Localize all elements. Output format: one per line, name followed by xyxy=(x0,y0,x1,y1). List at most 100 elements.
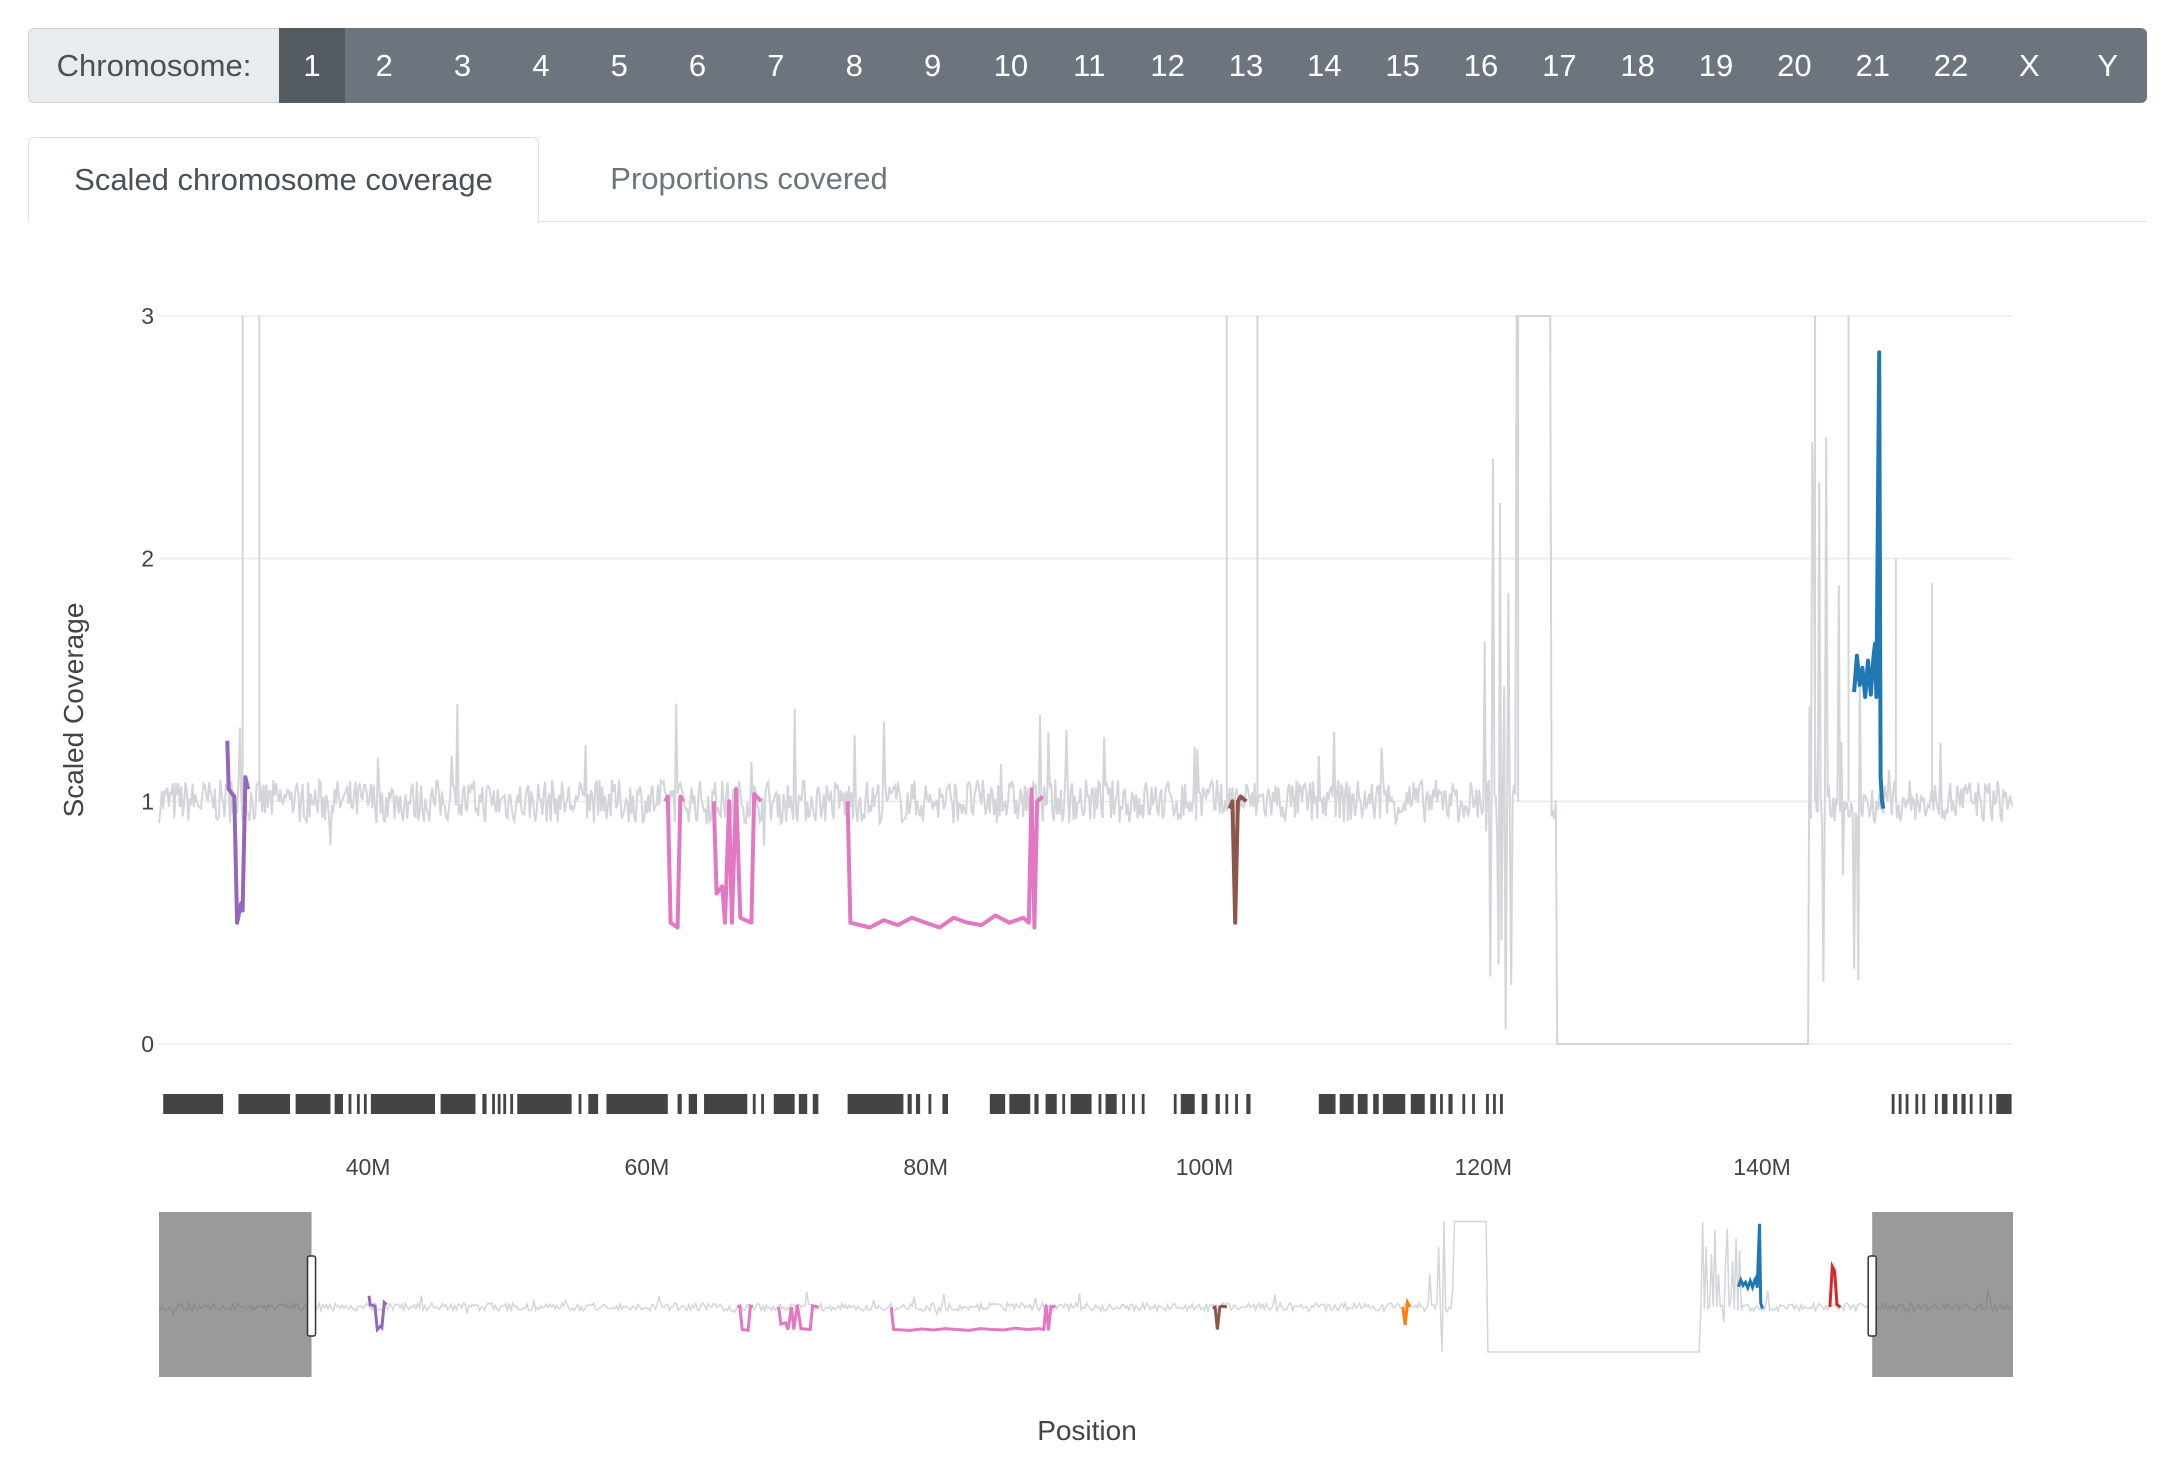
y-tick-label: 0 xyxy=(141,1031,154,1057)
annotation-segment xyxy=(1922,1094,1926,1114)
chromosome-button-4[interactable]: 4 xyxy=(532,47,550,83)
chromosome-button-9[interactable]: 9 xyxy=(923,47,942,83)
annotation-segment xyxy=(773,1094,795,1114)
annotation-segment xyxy=(497,1094,501,1114)
chromosome-button-20[interactable]: 20 xyxy=(1777,47,1812,83)
annotation-segment xyxy=(1440,1094,1443,1114)
x-tick-label: 100M xyxy=(1176,1154,1234,1180)
coverage-series-line xyxy=(1227,794,1248,925)
annotation-segment xyxy=(1898,1094,1902,1114)
overview-series-line xyxy=(1401,1297,1412,1326)
chromosome-button-19[interactable]: 19 xyxy=(1698,47,1734,83)
gridlines xyxy=(159,315,2013,1045)
annotation-segment xyxy=(1941,1094,1948,1114)
annotation-segment xyxy=(1961,1094,1966,1114)
annotation-segment xyxy=(1500,1094,1503,1114)
background-coverage-line xyxy=(158,315,2014,1045)
range-handle-left[interactable] xyxy=(306,1255,317,1337)
chromosome-button-5[interactable]: 5 xyxy=(610,47,628,83)
chromosome-button-1[interactable]: 1 xyxy=(279,28,345,103)
coverage-series-line xyxy=(225,740,251,925)
annotation-segment xyxy=(295,1094,331,1114)
annotation-segment xyxy=(238,1094,291,1114)
chromosome-button-group: 1 2 3 4 5 6 7 8 9 10 11 12 13 14 15 16 17 18 19 20 21 22 X Y xyxy=(279,28,2147,103)
chromosome-button-x[interactable]: X xyxy=(2019,47,2040,83)
annotation-segment xyxy=(761,1094,764,1114)
annotation-segment xyxy=(1430,1094,1436,1114)
annotation-segment xyxy=(482,1094,487,1114)
annotation-segment xyxy=(1173,1094,1177,1114)
chromosome-button-16[interactable]: 16 xyxy=(1463,47,1499,83)
annotation-segment xyxy=(1382,1094,1406,1114)
annotation-segment xyxy=(989,1094,1006,1114)
annotation-segment xyxy=(588,1094,599,1114)
coverage-series-line xyxy=(845,787,1045,930)
annotation-segment xyxy=(915,1094,921,1114)
x-axis-title: Position xyxy=(1037,1415,1137,1446)
annotation-segment xyxy=(1905,1094,1909,1114)
chromosome-button-18[interactable]: 18 xyxy=(1620,47,1655,83)
annotation-segment xyxy=(1891,1094,1895,1114)
overview-series-line xyxy=(736,1303,754,1333)
annotation-track xyxy=(163,1094,2012,1114)
annotation-segment xyxy=(1105,1094,1117,1114)
chromosome-label: Chromosome: xyxy=(28,28,279,103)
chromosome-button-6[interactable]: 6 xyxy=(688,47,707,83)
tab-scaled-coverage[interactable]: Scaled chromosome coverage xyxy=(28,137,539,223)
coverage-series-line xyxy=(1852,350,1886,809)
annotation-segment xyxy=(1989,1094,1993,1114)
annotation-segment xyxy=(1225,1094,1229,1114)
y-tick-label: 1 xyxy=(141,788,154,814)
annotation-segment xyxy=(1339,1094,1354,1114)
range-slider[interactable] xyxy=(158,1212,2013,1377)
chromosome-button-21[interactable]: 21 xyxy=(1855,47,1890,83)
overview-mask-right xyxy=(1872,1212,2013,1377)
overview-series-line xyxy=(777,1303,819,1332)
annotation-segment xyxy=(798,1094,808,1114)
annotation-segment xyxy=(1062,1094,1066,1114)
annotation-segment xyxy=(1915,1094,1919,1114)
chromosome-selector: Chromosome: 1 2 3 4 5 6 7 8 9 10 11 12 13 14 15 16 17 18 1… xyxy=(28,28,2147,103)
chromosome-button-22[interactable]: 22 xyxy=(1933,47,1969,83)
chromosome-button-3[interactable]: 3 xyxy=(453,47,472,83)
tab-proportions-covered[interactable]: Proportions covered xyxy=(610,161,888,196)
annotation-segment xyxy=(942,1094,948,1114)
annotation-segment xyxy=(1493,1094,1496,1114)
overview-series-line xyxy=(367,1295,388,1333)
chromosome-button-12[interactable]: 12 xyxy=(1150,47,1185,83)
annotation-segment xyxy=(606,1094,668,1114)
overview-mask-left xyxy=(159,1212,312,1377)
x-tick-label: 140M xyxy=(1733,1154,1791,1180)
annotation-segment xyxy=(1318,1094,1336,1114)
annotation-segment xyxy=(163,1094,224,1114)
chromosome-button-13[interactable]: 13 xyxy=(1228,47,1264,83)
annotation-segment xyxy=(1246,1094,1251,1114)
annotation-segment xyxy=(1410,1094,1425,1114)
annotation-segment xyxy=(1979,1094,1983,1114)
annotation-segment xyxy=(363,1094,367,1114)
annotation-segment xyxy=(440,1094,476,1114)
annotation-segment xyxy=(503,1094,507,1114)
y-tick-label: 3 xyxy=(141,303,154,329)
chromosome-button-17[interactable]: 17 xyxy=(1542,47,1577,83)
annotation-segment xyxy=(517,1094,572,1114)
y-axis-title: Scaled Coverage xyxy=(58,603,89,818)
x-tick-label: 60M xyxy=(625,1154,670,1180)
chromosome-button-10[interactable]: 10 xyxy=(993,47,1029,83)
chromosome-button-11[interactable]: 11 xyxy=(1073,47,1106,83)
chromosome-button-15[interactable]: 15 xyxy=(1385,47,1420,83)
chromosome-button-14[interactable]: 14 xyxy=(1307,47,1342,83)
chromosome-button-y[interactable]: Y xyxy=(2097,47,2119,83)
annotation-segment xyxy=(510,1094,514,1114)
annotation-segment xyxy=(492,1094,495,1114)
overview-series-line xyxy=(1211,1304,1228,1330)
annotation-segment xyxy=(1996,1094,2012,1114)
tab-bar: Scaled chromosome coverage Proportions c… xyxy=(28,137,2147,223)
chromosome-button-8[interactable]: 8 xyxy=(845,47,863,83)
annotation-segment xyxy=(928,1094,932,1114)
range-handle-right[interactable] xyxy=(1867,1255,1877,1337)
axis-ticks: 0 1 2 3 40M 60M 80M 100M 120M 140M xyxy=(141,303,1791,1180)
chromosome-button-7[interactable]: 7 xyxy=(767,47,785,83)
x-tick-label: 40M xyxy=(346,1154,391,1180)
chromosome-button-2[interactable]: 2 xyxy=(375,47,393,83)
